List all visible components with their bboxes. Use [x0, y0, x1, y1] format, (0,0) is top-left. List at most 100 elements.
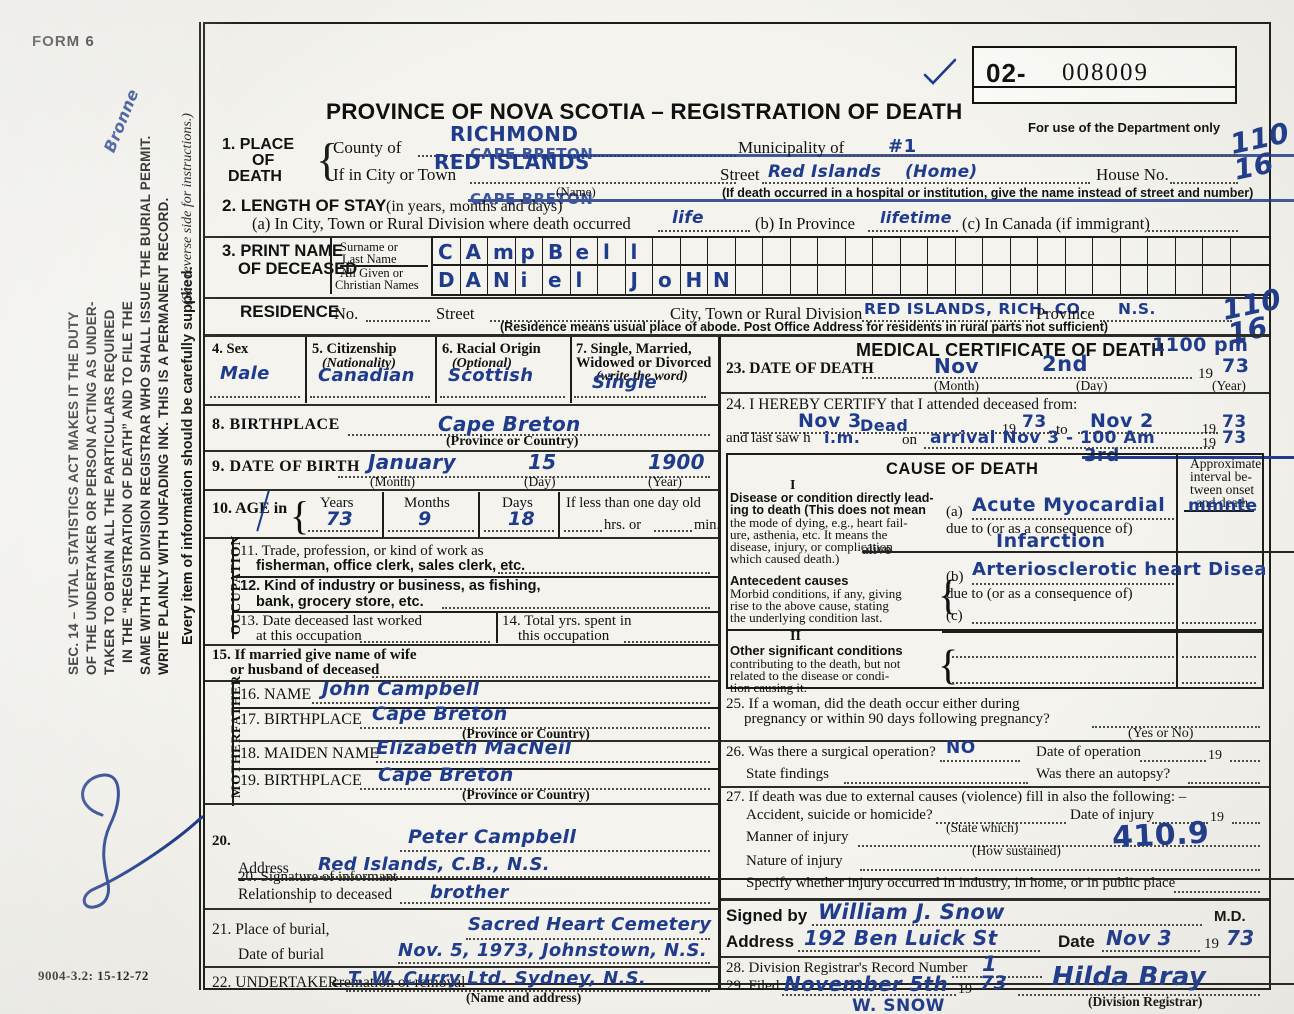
- length-of-stay-b-label: (b) In Province: [755, 214, 855, 233]
- name-letter-cell: [983, 238, 1011, 264]
- mother-row-divider: [234, 768, 718, 770]
- certifier-year-prefix: 19: [1204, 936, 1219, 952]
- age-months-header: Months: [404, 495, 450, 511]
- q24-lastsaw-year-prefix: 19: [1202, 436, 1216, 451]
- q25-line: [1092, 726, 1260, 728]
- q27-accident-label: Accident, suicide or homicide?: [746, 807, 933, 823]
- name-letter: H: [685, 268, 703, 292]
- name-letter-cell: [1203, 238, 1231, 264]
- birthplace-value: Cape Breton: [438, 412, 581, 436]
- cause-line-a-line: [972, 518, 1174, 520]
- q15-line: [372, 676, 710, 678]
- age-years-line: [308, 530, 378, 532]
- name-letter-cell: [901, 238, 928, 264]
- q26-date-line: [1140, 760, 1206, 762]
- print-name-heading-2: OF DECEASED: [238, 260, 358, 278]
- name-sublabel: (Name): [556, 184, 596, 199]
- q23-year-prefix: 19: [1198, 366, 1213, 382]
- street-value: Red Islands: [768, 162, 882, 182]
- right-divider-3: [721, 786, 1269, 788]
- name-letter-cell: [1011, 238, 1038, 264]
- q21-label: 21. Place of burial,: [212, 921, 330, 938]
- name-letter-cell: [736, 238, 763, 264]
- name-letter-cell: C: [433, 238, 461, 264]
- name-letter-cell: [818, 238, 846, 264]
- part-2-text-1: contributing to the death, but not: [730, 656, 901, 671]
- name-letter-cell: [1066, 266, 1093, 294]
- name-letter-cell: [846, 238, 873, 264]
- municipality-value: #1: [888, 136, 917, 157]
- certifier-address-value: 192 Ben Luick St: [804, 926, 998, 950]
- name-letter-cell: [1093, 266, 1121, 294]
- name-letter-cell: [1121, 266, 1148, 294]
- brace-decoration: {: [316, 134, 339, 185]
- q29-line: [782, 994, 956, 996]
- q14-label-1: 14. Total yrs. spent in: [502, 613, 632, 629]
- citizenship-line: [310, 396, 430, 398]
- parents-divider: [232, 682, 234, 806]
- printer-code: 9004-3.2: 15-12-72: [38, 968, 149, 983]
- part-2-line-2: [952, 682, 1174, 684]
- margin-note-line-3: TAKER TO OBTAIN ALL THE PARTICULARS REQU…: [102, 309, 117, 675]
- father-row-divider: [234, 707, 718, 709]
- q19-line: [360, 788, 710, 790]
- checkmark-icon: [923, 58, 957, 85]
- cause-due-to-label-a: due to (or as a consequence of): [946, 521, 1133, 537]
- q23-day-sublabel: (Day): [1076, 378, 1108, 393]
- place-of-death-label-2: OF: [252, 152, 275, 169]
- section-divider-2: [205, 297, 1269, 299]
- q18-value: Elizabeth MacNeil: [376, 737, 572, 759]
- right-divider-1: [721, 392, 1269, 394]
- antecedent-brace: {: [938, 573, 959, 619]
- q19-sublabel: (Province or Country): [462, 787, 590, 802]
- frame-double-rule: [199, 22, 201, 990]
- q13-label-1: 13. Date deceased last worked: [240, 613, 423, 629]
- q24-lastsaw-label-1: and last saw h: [726, 430, 811, 446]
- q11-label-2: fisherman, office clerk, sales clerk, et…: [256, 558, 526, 574]
- age-hrs-line: [564, 530, 602, 532]
- department-use-note: For use of the Department only: [1028, 120, 1221, 135]
- form-body-frame: [203, 22, 1271, 990]
- q23-year-sublabel: (Year): [1212, 378, 1246, 393]
- surname-label-1: Surname or: [340, 240, 398, 254]
- informant-address-line: [300, 876, 710, 878]
- q23-line: [862, 377, 1192, 379]
- name-letter-cell: [763, 266, 791, 294]
- name-letter-cell: [983, 266, 1011, 294]
- q16-label: 16. NAME: [240, 686, 312, 703]
- burial-date-label: Date of burial: [238, 946, 325, 963]
- margin-note-line-1: SEC. 14 – VITAL STATISTICS ACT MAKES IT …: [66, 311, 81, 675]
- left-divider-9: [205, 966, 719, 968]
- cause-line-b-line: [972, 583, 1174, 585]
- age-less-header: If less than one day old: [566, 495, 701, 511]
- q26-label: 26. Was there a surgical operation?: [726, 744, 936, 760]
- length-of-stay-heading: 2. LENGTH OF STAY: [222, 196, 387, 215]
- part-1-text-3: the mode of dying, e.g., heart fail-: [730, 515, 908, 530]
- birthplace-line: [348, 434, 710, 436]
- cause-due-to-label-b: due to (or as a consequence of): [946, 586, 1133, 602]
- part-2-interval-divider: [1176, 631, 1178, 689]
- residence-province-label: Province: [1036, 304, 1095, 323]
- q27-injury-date-line: [1152, 822, 1208, 824]
- name-letter-cell: [653, 238, 681, 264]
- name-letter: p: [520, 240, 536, 264]
- residence-no-line: [366, 320, 430, 322]
- q24-to-date-value: Nov 2: [1090, 410, 1154, 432]
- q24-to-year-prefix: 19: [1202, 422, 1216, 437]
- house-no-line: [1170, 182, 1238, 184]
- interval-header-underline: [1184, 510, 1254, 512]
- part-2-text-3: tion causing it.: [730, 680, 807, 695]
- q28-line: [952, 976, 1042, 978]
- marital-status-value: Single: [592, 372, 658, 393]
- margin-note-line-6: WRITE PLAINLY WITH UNFADING INK. THIS IS…: [156, 197, 171, 675]
- name-letter-cell: A: [461, 238, 488, 264]
- q26-findings-line: [844, 782, 1028, 784]
- age-months-value: 9: [418, 508, 432, 530]
- cause-line-a-interval: mmnte: [1188, 496, 1258, 516]
- name-letter-cell: [928, 238, 956, 264]
- name-letter-cell: A: [461, 266, 488, 294]
- street-line: [762, 182, 1090, 184]
- margin-note-line-5: SAME WITH THE DIVISION REGISTRAR WHO SHA…: [138, 135, 153, 675]
- length-of-stay-a-label: (a) In City, Town or Rural Division wher…: [252, 214, 631, 233]
- left-divider-1: [205, 404, 719, 406]
